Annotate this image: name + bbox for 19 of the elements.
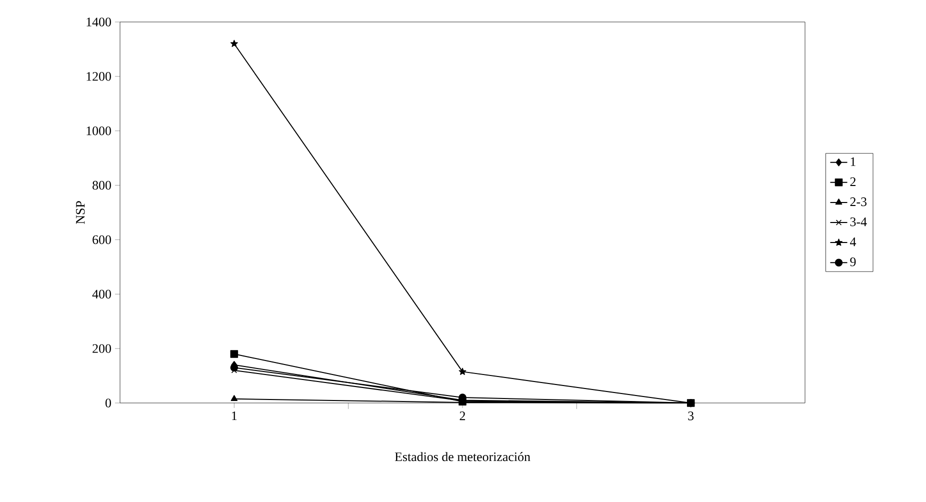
y-axis-title: NSP: [76, 201, 85, 224]
x-tick-label: 2: [460, 412, 466, 420]
y-tick-label: 800: [92, 180, 111, 190]
legend-label: 9: [850, 258, 856, 266]
x-tick-label: 3: [688, 412, 694, 420]
legend-label: 3-4: [850, 217, 867, 226]
y-tick-label: 600: [92, 235, 111, 244]
y-tick-label: 0: [106, 398, 111, 408]
y-tick-label: 200: [92, 344, 111, 353]
legend-label: 1: [850, 157, 856, 166]
legend-label: 2-3: [850, 197, 867, 206]
y-tick-label: 1400: [86, 18, 111, 26]
legend-label: 4: [850, 238, 856, 246]
y-tick-label: 400: [92, 290, 111, 298]
y-tick-label: 1200: [86, 72, 111, 81]
legend-label: 2: [850, 177, 856, 186]
x-axis-title: Estadios de meteorización: [394, 452, 530, 462]
y-tick-label: 1000: [86, 126, 111, 136]
x-tick-label: 1: [232, 412, 237, 420]
